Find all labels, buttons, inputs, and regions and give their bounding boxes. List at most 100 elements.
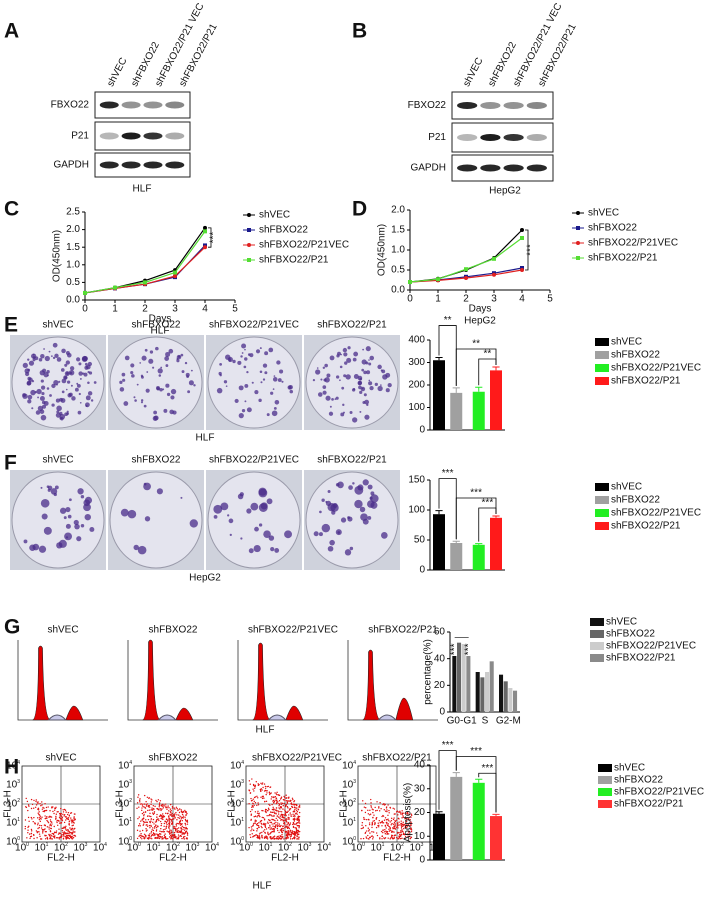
tick-label: 102 (54, 842, 68, 853)
colony (160, 366, 163, 369)
colony (241, 409, 246, 413)
event-dot (249, 783, 251, 785)
event-dot (404, 817, 406, 820)
event-dot (152, 832, 155, 835)
event-dot (269, 826, 271, 828)
event-dot (248, 802, 250, 805)
event-dot (168, 825, 171, 827)
group-title: shFBXO22/P21VEC (252, 753, 342, 764)
colony (264, 351, 269, 356)
event-dot (401, 812, 403, 814)
colony (153, 410, 158, 415)
event-dot (54, 807, 57, 810)
event-dot (271, 803, 273, 806)
event-dot (64, 832, 66, 834)
bar (503, 681, 508, 712)
event-dot (254, 811, 257, 813)
annotation: ** (472, 339, 480, 350)
event-dot (391, 837, 394, 840)
event-dot (285, 837, 287, 839)
bracket (478, 507, 497, 542)
event-dot (180, 830, 182, 833)
point (520, 236, 524, 240)
colony (134, 399, 137, 402)
colony (367, 516, 372, 520)
event-dot (35, 800, 37, 803)
tick-label: 103 (74, 842, 88, 853)
event-dot (257, 797, 259, 799)
event-dot (174, 825, 176, 828)
colony (156, 386, 160, 390)
tick-exponent: 4 (129, 760, 132, 766)
event-dot (398, 811, 400, 813)
event-dot (368, 823, 371, 826)
event-dot (169, 813, 171, 816)
colony (41, 400, 46, 405)
bar (433, 813, 445, 860)
legend-swatch (598, 776, 612, 784)
event-dot (74, 813, 76, 815)
tick-exponent: 2 (177, 842, 180, 848)
tick-label: 103 (6, 779, 20, 790)
event-dot (45, 817, 47, 819)
event-dot (260, 819, 263, 822)
event-dot (136, 829, 139, 832)
event-dot (378, 819, 381, 822)
colony (51, 403, 55, 407)
bar (450, 543, 463, 570)
event-dot (177, 838, 180, 840)
event-dot (282, 805, 284, 807)
error-bar (492, 366, 500, 371)
legend-label: shVEC (259, 210, 290, 221)
event-dot (368, 819, 370, 821)
event-dot (178, 811, 181, 814)
event-dot (150, 830, 153, 833)
colony (258, 398, 262, 403)
event-dot (284, 799, 286, 802)
colony (67, 514, 72, 519)
colony (41, 391, 45, 396)
event-dot (63, 815, 65, 817)
legend-label: shFBXO22/P21VEC (611, 363, 701, 374)
colony (22, 362, 28, 369)
event-dot (268, 814, 270, 817)
legend-label: shFBXO22/P21 (606, 653, 676, 664)
event-dot (175, 831, 177, 833)
x-tick-label: G2-M (496, 716, 521, 727)
y-tick-label: 0.0 (391, 285, 405, 296)
colony (139, 362, 142, 364)
event-dot (153, 812, 155, 814)
x-tick-label: S (482, 716, 489, 727)
event-dot (66, 832, 69, 834)
event-dot (270, 831, 272, 834)
colony (47, 485, 53, 491)
event-dot (61, 818, 63, 820)
event-dot (48, 834, 51, 837)
event-dot (74, 834, 76, 837)
event-dot (397, 817, 400, 820)
event-dot (138, 799, 141, 802)
event-dot (286, 801, 288, 803)
colony (188, 380, 194, 386)
event-dot (267, 831, 269, 834)
colony (69, 366, 75, 371)
legend-label: shFBXO22/P21 (611, 376, 681, 387)
panel-label: F (4, 452, 17, 475)
event-dot (276, 815, 279, 817)
colony (120, 508, 129, 517)
event-dot (142, 803, 144, 805)
colony (85, 402, 90, 408)
y-tick-label: 400 (408, 335, 425, 346)
event-dot (286, 821, 288, 823)
blot-band (165, 161, 185, 169)
event-dot (164, 828, 166, 831)
event-dot (255, 781, 257, 783)
event-dot (254, 820, 256, 823)
event-dot (161, 836, 163, 838)
event-dot (269, 793, 271, 796)
event-dot (138, 835, 140, 837)
event-dot (401, 813, 403, 816)
bracket (525, 229, 529, 271)
panel-label: E (4, 314, 18, 337)
x-tick-label: 4 (519, 294, 525, 305)
